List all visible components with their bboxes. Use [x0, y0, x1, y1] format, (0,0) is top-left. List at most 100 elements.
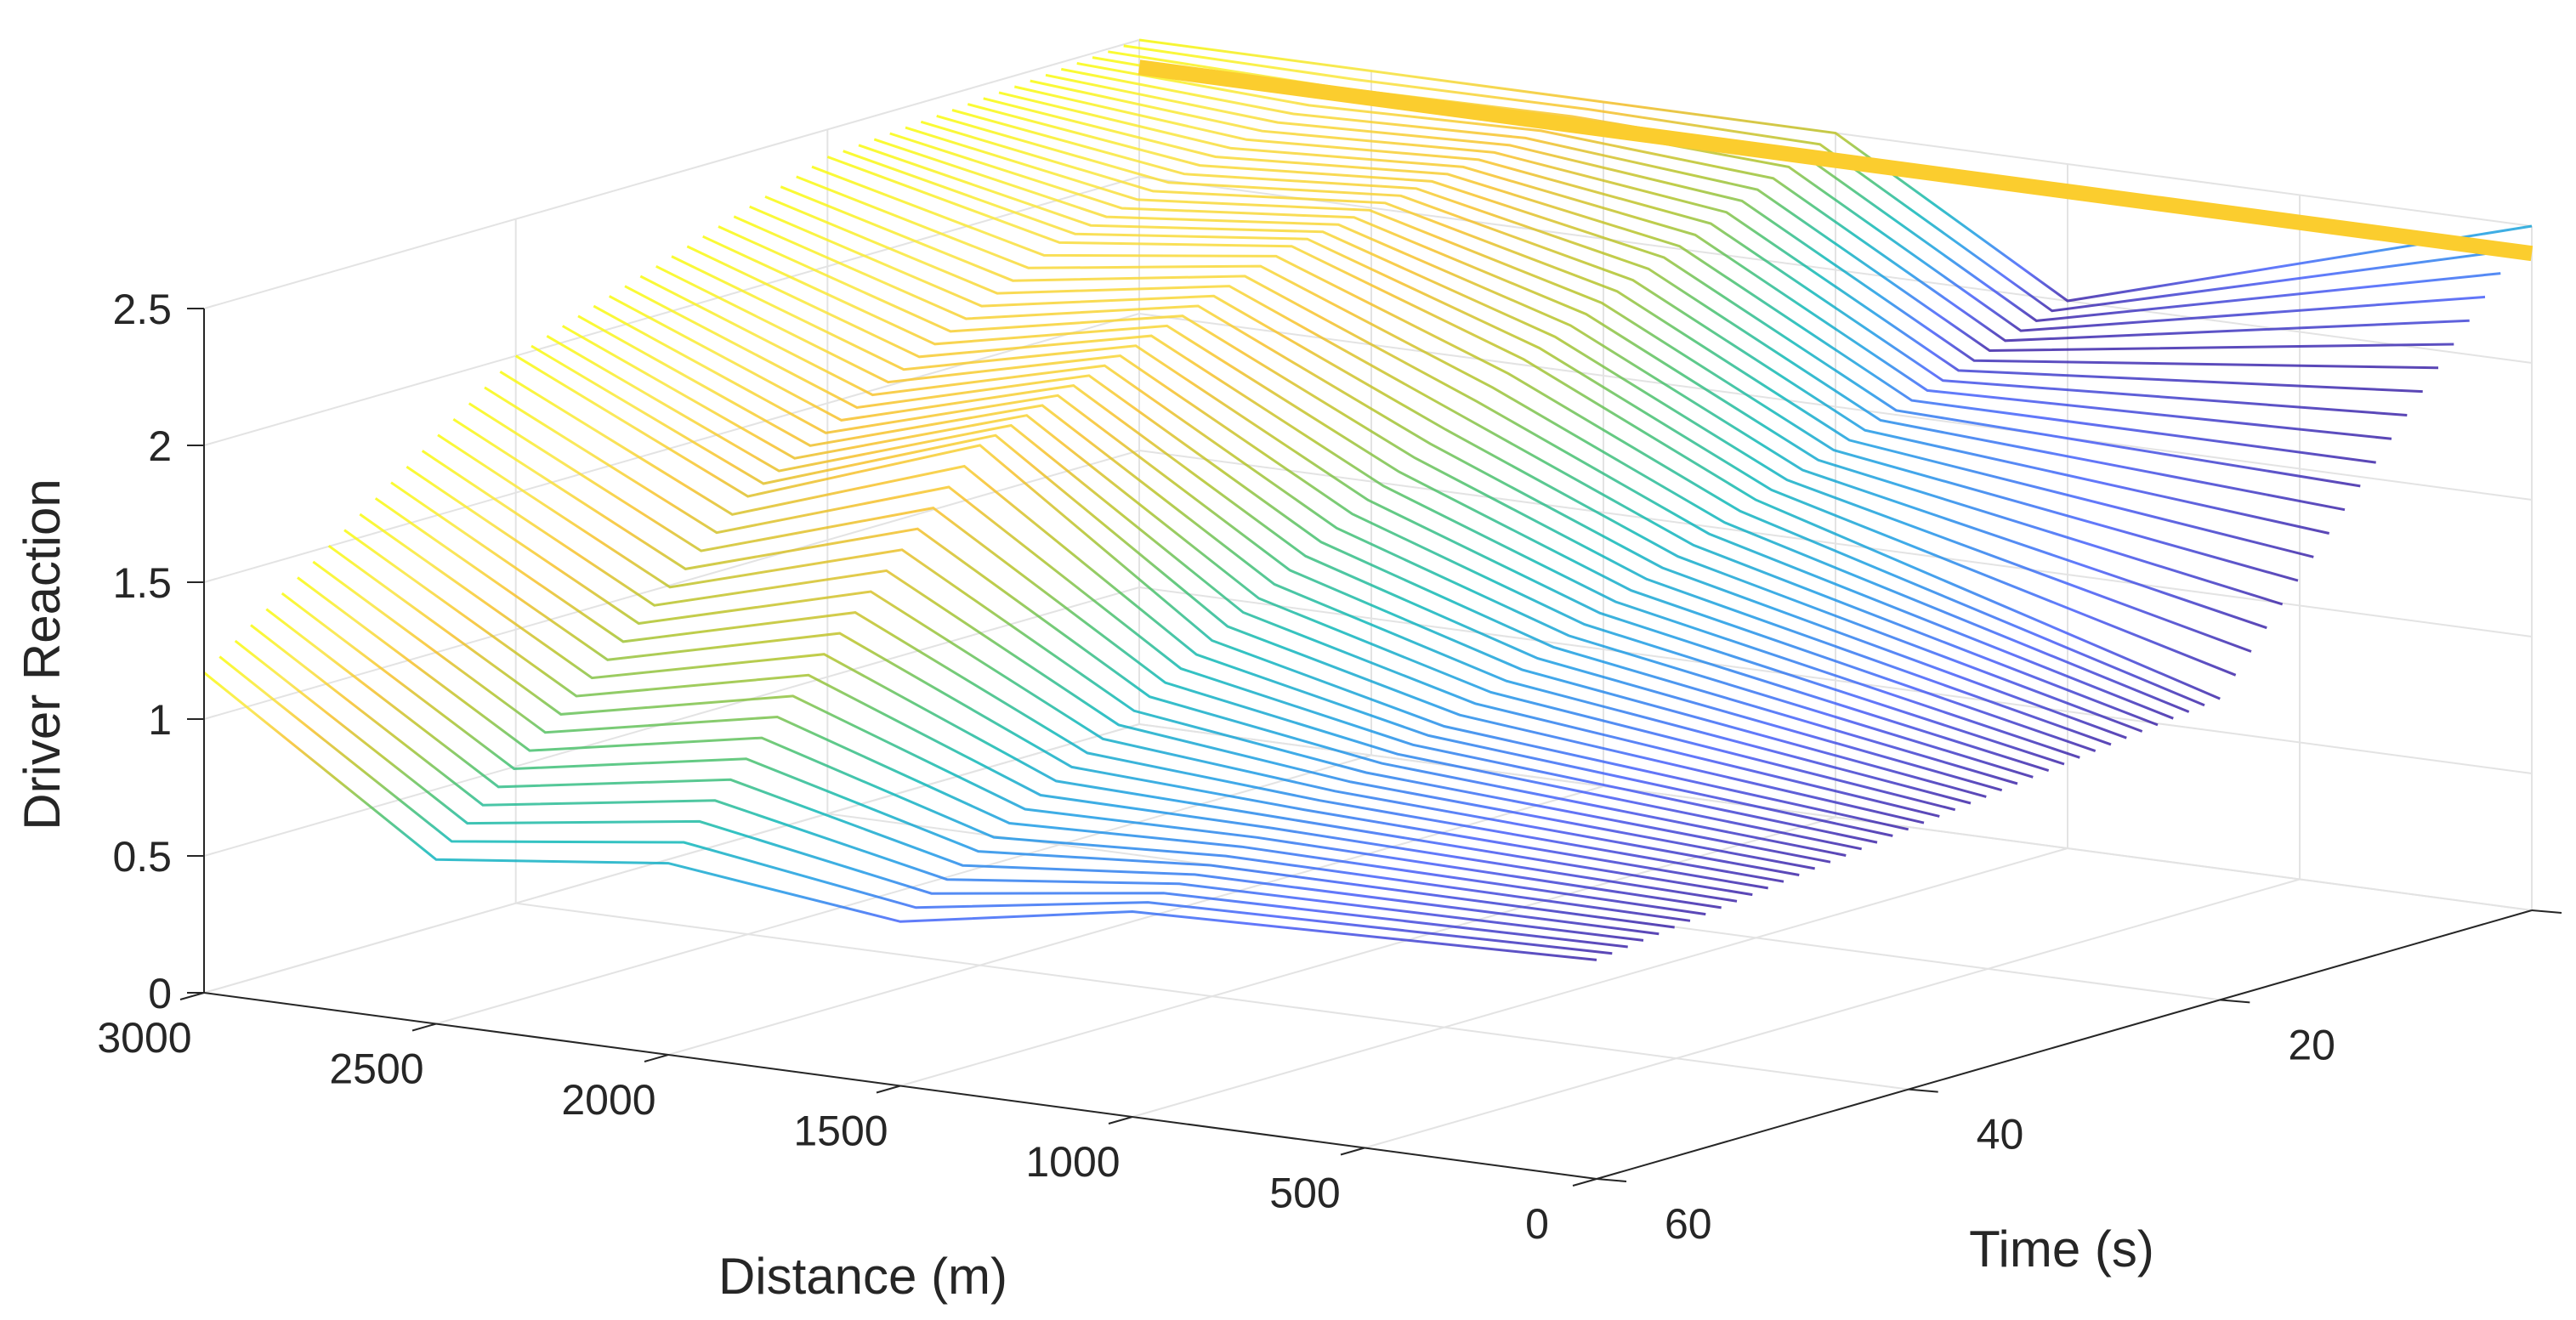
- grid-line: [1138, 723, 2533, 911]
- reaction-tick-label: 1.5: [112, 559, 172, 607]
- surface-line: [873, 138, 2267, 630]
- surface-line: [546, 335, 1940, 818]
- x-axis-label: Distance (m): [718, 1248, 1007, 1305]
- surface-line: [967, 103, 2361, 488]
- surface-line: [826, 156, 2221, 700]
- surface-line: [733, 215, 2127, 739]
- surface-line: [514, 354, 1909, 831]
- surface-line: [203, 671, 1597, 961]
- surface-line: [858, 144, 2252, 653]
- time-tick-label: 60: [1665, 1200, 1712, 1248]
- distance-tick: [179, 992, 205, 1000]
- reaction-tick-label: 2: [148, 422, 172, 470]
- grid-line: [203, 723, 1140, 994]
- surface-line: [1092, 56, 2486, 332]
- time-tick: [2220, 999, 2250, 1004]
- surface-line: [312, 560, 1706, 916]
- surface-line: [624, 285, 2018, 785]
- distance-tick-label: 2500: [329, 1045, 423, 1093]
- grid-line: [667, 785, 1604, 1056]
- distance-tick: [644, 1054, 669, 1062]
- time-tick: [1908, 1088, 1938, 1093]
- surface-line: [718, 225, 2112, 746]
- surface-line: [905, 126, 2299, 582]
- surface-line: [608, 295, 2003, 792]
- grid-line: [203, 313, 1140, 583]
- surface-line: [764, 195, 2159, 727]
- surface-line: [843, 150, 2237, 677]
- surface-line: [1138, 38, 2533, 303]
- distance-tick-label: 1500: [793, 1108, 888, 1155]
- distance-tick: [1340, 1147, 1365, 1156]
- surface-line: [983, 97, 2376, 464]
- surface-line: [468, 402, 1863, 851]
- reaction-axis-ticks: 0 0.5 1 1.5 2 2.5: [112, 286, 204, 1017]
- grid-line: [203, 450, 1140, 720]
- surface-line: [998, 91, 2392, 440]
- time-tick-label: 40: [1977, 1111, 2024, 1159]
- surface-line: [889, 132, 2284, 606]
- distance-tick: [1108, 1116, 1133, 1125]
- distance-tick-label: 1000: [1025, 1138, 1120, 1186]
- grid-line: [1138, 586, 2533, 774]
- surface-line: [343, 529, 1738, 903]
- distance-tick: [411, 1023, 437, 1032]
- distance-tick-label: 500: [1269, 1170, 1340, 1217]
- reaction-tick-label: 0.5: [112, 833, 172, 881]
- surface-line: [1061, 67, 2454, 353]
- surface-line: [951, 109, 2346, 512]
- z-axis-label: Driver Reaction: [14, 479, 71, 830]
- distance-tick-label: 0: [1525, 1200, 1549, 1248]
- grid-line: [203, 39, 1140, 309]
- distance-tick: [1572, 1178, 1597, 1187]
- surface-line: [234, 639, 1628, 949]
- surface-line: [702, 235, 2097, 753]
- surface-line: [437, 433, 1831, 864]
- surface-line: [359, 513, 1753, 897]
- surface-line: [639, 275, 2034, 779]
- surface-line: [780, 185, 2174, 720]
- surface-line: [327, 544, 1722, 909]
- surface-line: [1076, 62, 2470, 343]
- time-tick: [1596, 1178, 1627, 1182]
- grid-line: [899, 816, 1836, 1087]
- surface-line: [577, 314, 1972, 805]
- surface-line: [452, 417, 1847, 857]
- y-axis-label: Time (s): [1969, 1221, 2154, 1278]
- time-tick-label: 20: [2288, 1021, 2335, 1068]
- reaction-tick-label: 1: [148, 696, 172, 744]
- reaction-tick-label: 0: [148, 970, 172, 1017]
- surface-line: [421, 450, 1815, 870]
- grid-line: [1364, 878, 2301, 1149]
- grid-line: [515, 902, 1909, 1091]
- surface-line: [297, 576, 1691, 922]
- surface-line: [796, 175, 2190, 713]
- grid-line: [1138, 450, 2533, 637]
- surface-line: [1013, 85, 2408, 416]
- surface-line: [920, 120, 2314, 558]
- surface-line: [390, 481, 1784, 883]
- surface-line: [749, 205, 2143, 733]
- grid-line: [1138, 176, 2533, 364]
- surface-line: [671, 255, 2065, 766]
- surface-line: [406, 465, 1800, 876]
- surface-line: [374, 497, 1768, 890]
- distance-axis-ticks: 3000 2500 2000 1500 1000 500 0: [97, 992, 1597, 1248]
- distance-tick-label: 2000: [561, 1076, 655, 1124]
- surface-line: [593, 304, 1987, 798]
- surface-line: [561, 325, 1956, 812]
- surface-line: [1045, 73, 2439, 370]
- surface-line: [1030, 79, 2423, 394]
- distance-tick: [876, 1085, 901, 1094]
- reaction-tick-label: 2.5: [112, 286, 172, 333]
- surface-line: [281, 592, 1675, 929]
- surface-line: [499, 371, 1893, 837]
- surface-line: [936, 114, 2330, 535]
- surface-line: [484, 386, 1878, 844]
- surface-line: [250, 624, 1644, 942]
- grid-line: [1132, 847, 2068, 1118]
- surface-line: [1123, 44, 2516, 313]
- surface-line: [531, 344, 1925, 824]
